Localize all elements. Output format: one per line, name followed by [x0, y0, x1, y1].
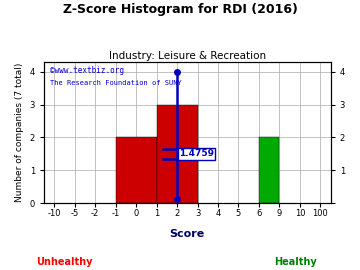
Bar: [259, 137, 279, 203]
Text: 1.4759: 1.4759: [179, 149, 214, 158]
Bar: [116, 137, 157, 203]
Text: Unhealthy: Unhealthy: [37, 257, 93, 267]
Y-axis label: Number of companies (7 total): Number of companies (7 total): [15, 63, 24, 202]
Text: ©www.textbiz.org: ©www.textbiz.org: [50, 66, 124, 75]
Title: Industry: Leisure & Recreation: Industry: Leisure & Recreation: [109, 51, 266, 61]
Bar: [157, 104, 198, 203]
Text: Healthy: Healthy: [274, 257, 316, 267]
Text: The Research Foundation of SUNY: The Research Foundation of SUNY: [50, 80, 181, 86]
X-axis label: Score: Score: [170, 229, 205, 239]
Text: Z-Score Histogram for RDI (2016): Z-Score Histogram for RDI (2016): [63, 3, 297, 16]
